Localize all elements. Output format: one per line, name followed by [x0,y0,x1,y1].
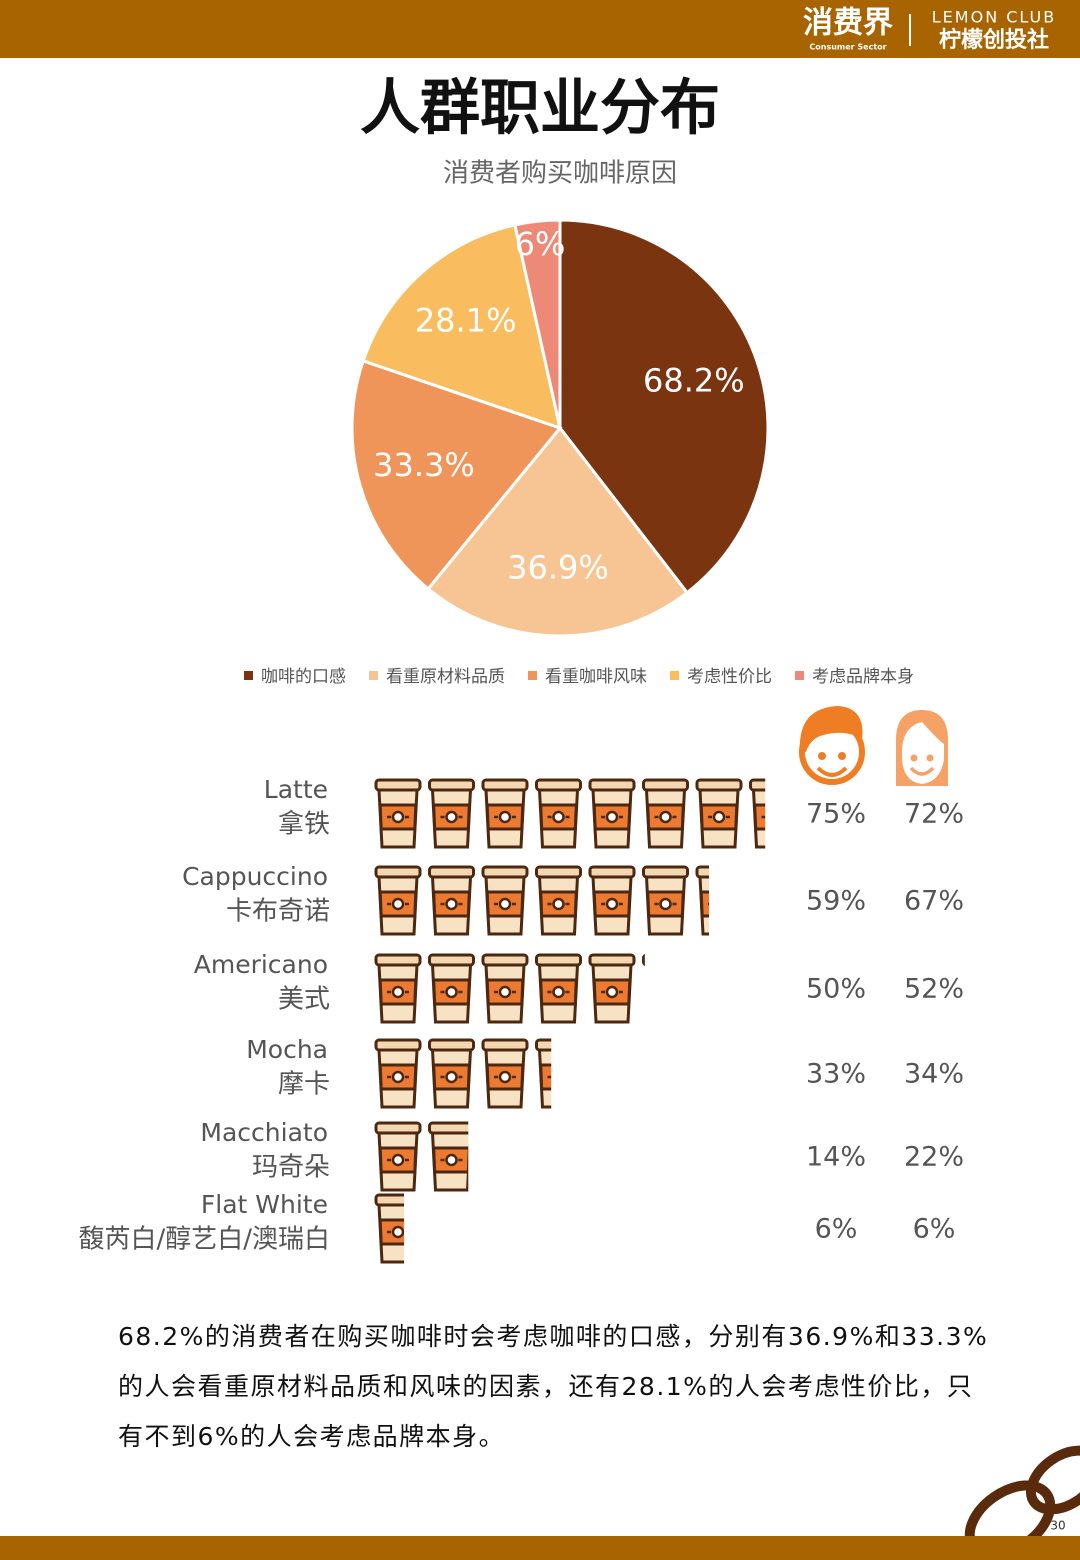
pie-slice [513,218,562,429]
legend-label: 看重咖啡风味 [545,667,647,687]
category-label-cn: 摩卡 [278,1070,330,1100]
category-label-cn: 馥芮白/醇艺白/澳瑞白 [78,1225,330,1255]
category-label: Flat White [201,1190,328,1219]
category-label: Latte [264,775,328,804]
cup-bar [372,864,710,944]
percent-label: 33% [806,1059,866,1090]
bottom-bar [0,1536,1080,1560]
page-number: 30 [1050,1519,1065,1533]
percent-label: 75% [806,799,866,830]
legend-label: 咖啡的口感 [261,667,346,687]
legend-label: 考虑性价比 [687,667,772,687]
cup-bar [372,1120,469,1200]
pie-slice [350,358,563,591]
legend-swatch [795,671,804,680]
data-label: 33.3% [373,446,475,484]
female-icon [896,710,948,786]
percent-label: 22% [904,1142,964,1173]
percent-label: 34% [904,1059,964,1090]
category-label-cn: 卡布奇诺 [226,897,330,927]
legend-label: 看重原材料品质 [386,667,505,687]
category-label: Mocha [246,1035,328,1064]
top-bar [0,0,1080,58]
data-label: 28.1% [415,302,517,340]
legend-swatch [244,671,253,680]
pie-slice [558,218,770,595]
summary-paragraph: 68.2%的消费者在购买咖啡时会考虑咖啡的口感，分别有36.9%和33.3%的人… [118,1322,989,1451]
male-icon [799,706,865,785]
percent-label: 6% [815,1214,858,1245]
cup-bar [372,1037,552,1117]
percent-label: 52% [904,974,964,1005]
percent-label: 67% [904,886,964,917]
cup-bar [372,1192,405,1272]
percent-label: 14% [806,1142,866,1173]
brand: 消费界 [803,6,893,41]
percent-label: 50% [806,974,866,1005]
page-title: 人群职业分布 [360,74,720,144]
brand-en: Consumer Sector [809,43,886,52]
pie-slice [426,425,690,638]
data-label: 68.2% [643,361,745,399]
data-label: 6% [515,225,566,263]
chart-title: 消费者购买咖啡原因 [443,159,677,189]
category-label-cn: 玛奇朵 [252,1153,330,1183]
partner: 柠檬创投社 [939,27,1049,53]
category-label: Cappuccino [182,862,328,891]
cup-bar [372,952,645,1032]
percent-label: 6% [913,1214,956,1245]
cup-bar [372,777,766,857]
legend-swatch [670,671,679,680]
percent-label: 59% [806,886,866,917]
legend-swatch [528,671,537,680]
legend-swatch [369,671,378,680]
percent-label: 72% [904,799,964,830]
category-label-cn: 美式 [278,985,330,1015]
category-label: Macchiato [200,1118,328,1147]
pie-slice [361,223,563,431]
category-label: Americano [194,950,328,979]
legend-label: 考虑品牌本身 [812,667,914,687]
category-label-cn: 拿铁 [278,810,330,840]
data-label: 36.9% [507,548,609,586]
partner-en: LEMON CLUB [932,8,1056,27]
